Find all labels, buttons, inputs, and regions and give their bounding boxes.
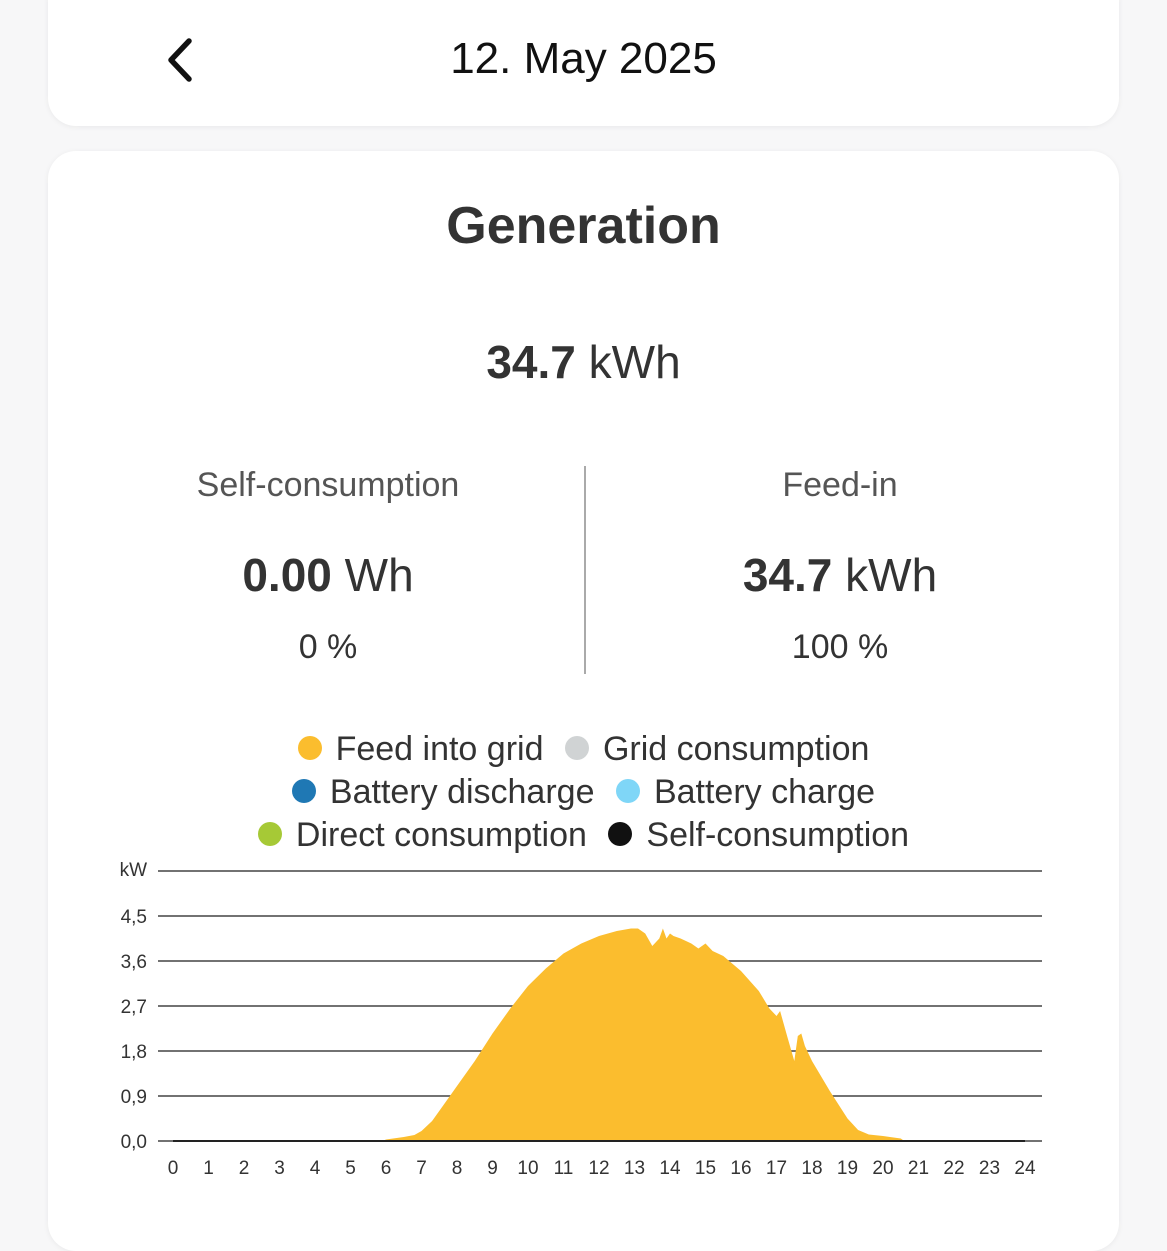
legend-item-grid-consumption[interactable]: Grid consumption xyxy=(564,728,870,771)
y-tick-label: 4,5 xyxy=(121,907,147,928)
x-tick-label: 23 xyxy=(979,1158,1000,1179)
back-button[interactable] xyxy=(158,32,202,88)
legend-row: Direct consumption Self-consumption xyxy=(48,814,1119,857)
legend-item-self-consumption[interactable]: Self-consumption xyxy=(608,814,909,857)
generation-chart[interactable]: kW 0,0 0,9 1,8 2,7 3,6 4,5 0 1 2 3 4 5 6 7 8 9 10 11 12 13 1… xyxy=(0,855,1100,1205)
x-tick-label: 15 xyxy=(695,1158,716,1179)
chart-legend: Feed into grid Grid consumption Battery … xyxy=(48,728,1119,857)
legend-item-battery-discharge[interactable]: Battery discharge xyxy=(291,771,595,814)
date-title[interactable]: 12. May 2025 xyxy=(450,34,717,83)
y-tick-label: 0,9 xyxy=(121,1087,147,1108)
self-consumption-value-row: 0.00 Wh xyxy=(88,548,568,604)
feed-in-unit: kWh xyxy=(845,549,938,601)
legend-item-battery-charge[interactable]: Battery charge xyxy=(615,771,876,814)
generation-total-unit: kWh xyxy=(588,336,681,388)
generation-chart-svg: kW 0,00,91,82,73,64,50 1 2 3 4 5 6 7 8 9 10 11 12 13 1… xyxy=(120,860,1042,1179)
header-card: 12. May 2025 xyxy=(48,0,1119,126)
legend-label: Self-consumption xyxy=(646,816,910,854)
x-tick-label: 18 xyxy=(801,1158,822,1179)
self-consumption-unit: Wh xyxy=(344,549,414,601)
legend-dot-icon xyxy=(291,779,316,804)
x-tick-label: 14 xyxy=(659,1158,681,1179)
self-consumption-summary: Self-consumption 0.00 Wh 0 % xyxy=(88,466,568,667)
legend-label: Direct consumption xyxy=(295,816,587,854)
legend-dot-icon xyxy=(615,779,640,804)
x-tick-label: 10 xyxy=(517,1158,538,1179)
chevron-left-icon xyxy=(168,38,192,82)
x-tick-label: 19 xyxy=(837,1158,858,1179)
x-tick-label: 24 xyxy=(1014,1158,1036,1179)
generation-card: Generation 34.7 kWh Self-consumption 0.0… xyxy=(48,151,1119,1251)
y-tick-label: 2,7 xyxy=(121,997,147,1018)
y-axis-unit-label: kW xyxy=(120,860,148,881)
generation-total-value: 34.7 xyxy=(486,336,576,388)
x-tick-label: 5 xyxy=(345,1158,356,1179)
legend-row: Battery discharge Battery charge xyxy=(48,771,1119,814)
x-tick-label: 8 xyxy=(452,1158,463,1179)
y-tick-label: 1,8 xyxy=(121,1042,147,1063)
legend-dot-icon xyxy=(257,822,282,847)
x-tick-label: 3 xyxy=(274,1158,285,1179)
generation-total: 34.7 kWh xyxy=(48,335,1119,389)
legend-dot-icon xyxy=(564,736,589,761)
x-tick-label: 6 xyxy=(381,1158,392,1179)
self-consumption-percent: 0 % xyxy=(298,628,358,666)
x-tick-label: 20 xyxy=(872,1158,893,1179)
x-tick-label: 13 xyxy=(624,1158,645,1179)
legend-item-feed-into-grid[interactable]: Feed into grid xyxy=(297,728,544,771)
legend-label: Grid consumption xyxy=(602,730,870,768)
feed-in-summary: Feed-in 34.7 kWh 100 % xyxy=(600,466,1080,667)
feed-in-value-row: 34.7 kWh xyxy=(600,548,1080,604)
feed-in-percent: 100 % xyxy=(791,628,889,666)
x-tick-label: 11 xyxy=(554,1158,574,1179)
feed-in-value: 34.7 xyxy=(742,549,833,601)
self-consumption-value: 0.00 xyxy=(242,549,332,601)
x-tick-label: 17 xyxy=(766,1158,787,1179)
x-tick-label: 2 xyxy=(239,1158,250,1179)
x-tick-label: 9 xyxy=(487,1158,498,1179)
legend-label: Battery discharge xyxy=(329,773,595,811)
legend-label: Feed into grid xyxy=(335,730,544,768)
legend-label: Battery charge xyxy=(653,773,876,811)
legend-row: Feed into grid Grid consumption xyxy=(48,728,1119,771)
summary-divider xyxy=(584,466,586,674)
self-consumption-label: Self-consumption xyxy=(196,466,460,504)
legend-dot-icon xyxy=(608,822,633,847)
feed-in-label: Feed-in xyxy=(782,466,898,504)
x-tick-label: 0 xyxy=(168,1158,179,1179)
y-tick-label: 3,6 xyxy=(121,952,147,973)
y-tick-label: 0,0 xyxy=(121,1132,147,1153)
x-tick-label: 12 xyxy=(588,1158,609,1179)
series-area-feed-into-grid xyxy=(173,928,1025,1141)
generation-title: Generation xyxy=(446,197,721,255)
legend-item-direct-consumption[interactable]: Direct consumption xyxy=(257,814,587,857)
x-tick-label: 4 xyxy=(310,1158,321,1179)
x-tick-label: 22 xyxy=(943,1158,964,1179)
x-tick-label: 7 xyxy=(416,1158,427,1179)
x-tick-label: 16 xyxy=(730,1158,751,1179)
x-tick-label: 1 xyxy=(203,1158,214,1179)
legend-dot-icon xyxy=(297,736,322,761)
x-tick-label: 21 xyxy=(908,1158,929,1179)
